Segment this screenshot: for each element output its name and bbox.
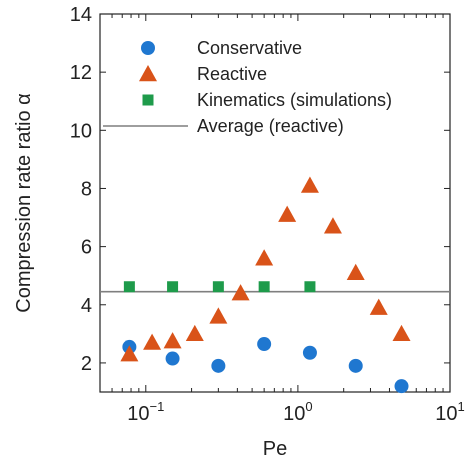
conservative-point <box>394 379 409 394</box>
reactive-point <box>323 217 342 234</box>
y-tick-label: 4 <box>81 295 92 317</box>
y-tick-label: 2 <box>81 353 92 375</box>
legend-swatch-circle <box>141 41 155 55</box>
kinematics-point <box>123 281 135 293</box>
ticks-layer: 2 4 6 8 10 12 14 10−1 100 101 <box>70 4 465 425</box>
reactive-point <box>209 307 228 324</box>
reactive-point <box>369 298 388 315</box>
y-tick-label: 8 <box>81 178 92 200</box>
legend-swatch-square <box>142 94 154 106</box>
legend-label: Conservative <box>197 38 302 58</box>
data-marks-layer <box>120 176 411 394</box>
reactive-point <box>278 205 297 222</box>
conservative-point <box>211 358 226 373</box>
plot-frame <box>99 13 451 393</box>
x-tick-label: 10−1 <box>127 399 164 425</box>
reactive-point <box>120 345 139 362</box>
x-axis-label: Pe <box>263 438 287 460</box>
legend-label: Average (reactive) <box>197 116 344 136</box>
reactive-point <box>300 176 319 193</box>
kinematics-point <box>212 281 224 293</box>
y-tick-label: 10 <box>70 120 92 142</box>
conservative-point <box>257 337 272 352</box>
kinematics-point <box>304 281 316 293</box>
conservative-point <box>302 345 317 360</box>
legend-label: Reactive <box>197 64 267 84</box>
plot-area <box>99 13 451 393</box>
y-tick-label: 12 <box>70 62 92 84</box>
kinematics-point <box>167 281 179 293</box>
y-tick-label: 6 <box>81 237 92 259</box>
y-tick-label: 14 <box>70 4 92 26</box>
reactive-point <box>185 324 204 342</box>
reactive-point <box>163 332 182 349</box>
x-tick-label: 101 <box>435 399 464 425</box>
x-tick-label: 100 <box>283 399 312 425</box>
legend-swatch-triangle <box>139 65 157 82</box>
legend: Conservative Reactive Kinematics (simulati… <box>103 38 392 136</box>
conservative-point <box>165 351 180 366</box>
kinematics-point <box>258 281 270 293</box>
reactive-point <box>231 284 250 301</box>
reactive-point <box>143 333 162 350</box>
reactive-point <box>392 324 411 342</box>
legend-label: Kinematics (simulations) <box>197 90 392 110</box>
y-axis-label: Compression rate ratio α <box>13 93 35 312</box>
reactive-point <box>346 263 365 280</box>
conservative-point <box>348 358 363 373</box>
reactive-point <box>255 249 274 266</box>
